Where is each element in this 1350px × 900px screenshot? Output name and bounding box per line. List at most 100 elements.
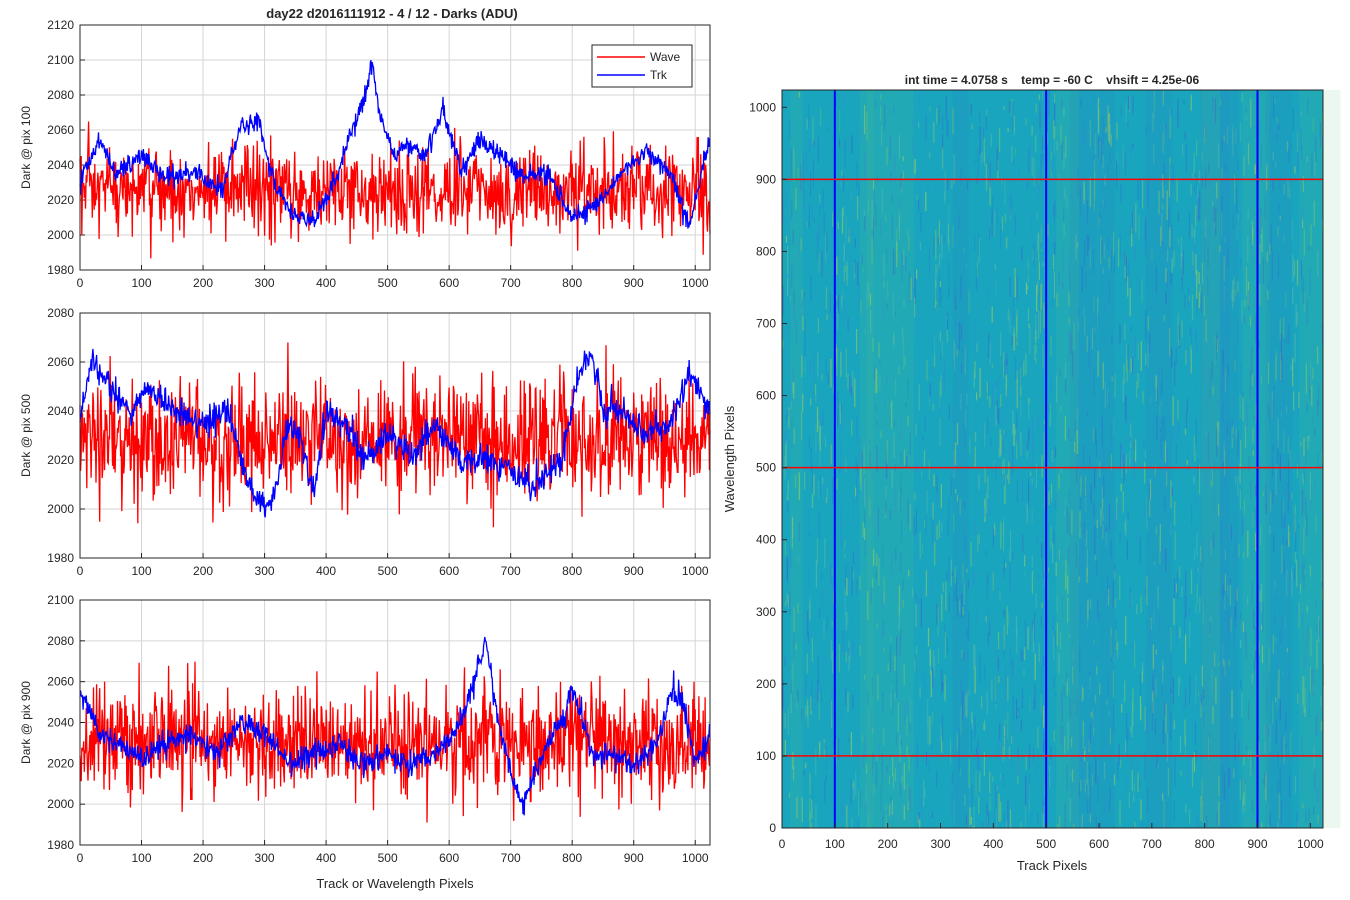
image-noise-streak xyxy=(896,677,898,699)
image-noise-streak xyxy=(1287,437,1289,454)
image-noise-streak xyxy=(790,680,793,705)
image-noise-streak xyxy=(1094,526,1096,555)
image-noise-streak xyxy=(917,598,919,604)
image-noise-streak xyxy=(859,575,861,590)
image-noise-streak xyxy=(1097,654,1099,659)
image-noise-streak xyxy=(806,151,808,176)
image-noise-streak xyxy=(931,367,934,377)
image-noise-streak xyxy=(875,206,877,227)
image-noise-streak xyxy=(1003,558,1005,572)
image-noise-streak xyxy=(1209,181,1211,187)
image-noise-streak xyxy=(898,366,900,375)
image-noise-streak xyxy=(1163,314,1165,322)
image-noise-streak xyxy=(1312,368,1314,380)
image-noise-streak xyxy=(1206,815,1208,828)
image-noise-streak xyxy=(1099,823,1101,828)
image-noise-streak xyxy=(921,543,923,555)
image-noise-streak xyxy=(801,708,803,721)
x-tick-label: 400 xyxy=(316,851,336,865)
image-noise-streak xyxy=(797,557,799,563)
image-noise-streak xyxy=(936,770,938,788)
image-noise-streak xyxy=(1208,226,1210,242)
image-noise-streak xyxy=(1066,505,1068,534)
image-noise-streak xyxy=(924,520,926,528)
image-noise-streak xyxy=(1094,326,1096,332)
image-noise-streak xyxy=(1038,643,1040,662)
image-noise-streak xyxy=(1061,141,1063,161)
image-noise-streak xyxy=(1291,492,1293,500)
image-noise-streak xyxy=(1248,702,1250,721)
image-noise-streak xyxy=(1303,437,1305,457)
image-noise-streak xyxy=(1211,668,1213,696)
image-noise-streak xyxy=(1317,346,1319,364)
image-noise-streak xyxy=(1060,466,1062,473)
image-noise-streak xyxy=(1222,763,1224,794)
image-noise-streak xyxy=(1132,143,1134,149)
image-noise-streak xyxy=(1180,236,1182,267)
image-noise-streak xyxy=(901,252,903,282)
image-noise-streak xyxy=(1114,374,1116,398)
image-noise-streak xyxy=(878,741,881,753)
image-noise-streak xyxy=(1138,779,1140,789)
y-tick-label: 200 xyxy=(756,677,776,691)
image-noise-streak xyxy=(1066,765,1068,791)
image-noise-streak xyxy=(801,797,803,823)
image-noise-streak xyxy=(1108,391,1110,407)
image-noise-streak xyxy=(1040,693,1042,714)
image-noise-streak xyxy=(883,253,885,276)
image-noise-streak xyxy=(900,473,902,493)
image-noise-streak xyxy=(1083,117,1085,144)
image-noise-streak xyxy=(1228,767,1230,788)
image-noise-streak xyxy=(1085,487,1087,513)
image-noise-streak xyxy=(971,124,973,130)
image-noise-streak xyxy=(1202,602,1204,613)
image-noise-streak xyxy=(1303,559,1305,589)
image-noise-streak xyxy=(1041,154,1043,174)
image-noise-streak xyxy=(1100,236,1102,265)
image-noise-streak xyxy=(1079,510,1081,539)
image-noise-streak xyxy=(840,404,843,434)
image-noise-streak xyxy=(936,525,938,540)
image-noise-streak xyxy=(1248,456,1250,472)
image-noise-streak xyxy=(1140,595,1142,613)
image-noise-streak xyxy=(1253,609,1255,630)
image-noise-streak xyxy=(1091,327,1094,350)
image-noise-streak xyxy=(999,722,1001,741)
image-noise-streak xyxy=(1278,125,1280,130)
image-noise-streak xyxy=(836,478,838,490)
image-noise-streak xyxy=(836,348,838,376)
image-noise-streak xyxy=(1016,698,1018,720)
image-noise-streak xyxy=(1071,191,1073,199)
image-noise-streak xyxy=(1269,112,1271,137)
image-noise-streak xyxy=(990,133,992,147)
image-noise-streak xyxy=(1117,762,1119,780)
image-noise-streak xyxy=(944,170,946,200)
image-noise-streak xyxy=(1163,164,1165,186)
image-noise-streak xyxy=(838,139,841,148)
image-noise-streak xyxy=(1271,251,1273,281)
image-noise-streak xyxy=(1109,150,1111,163)
image-noise-streak xyxy=(918,199,920,212)
image-noise-streak xyxy=(1078,558,1080,577)
image-noise-streak xyxy=(1243,156,1245,176)
image-noise-streak xyxy=(845,611,847,631)
image-noise-streak xyxy=(791,199,793,220)
image-noise-streak xyxy=(937,238,939,246)
image-noise-streak xyxy=(1063,151,1065,170)
image-noise-streak xyxy=(920,599,922,628)
image-noise-streak xyxy=(1292,287,1294,304)
image-noise-streak xyxy=(966,629,968,639)
image-noise-streak xyxy=(1174,361,1176,387)
image-noise-streak xyxy=(811,786,814,807)
image-noise-streak xyxy=(1218,503,1220,516)
image-noise-streak xyxy=(1088,235,1090,251)
image-noise-streak xyxy=(1283,429,1285,453)
image-noise-streak xyxy=(831,700,833,729)
image-noise-streak xyxy=(1239,394,1241,420)
image-noise-streak xyxy=(843,175,845,193)
image-noise-streak xyxy=(1076,407,1078,433)
x-tick-label: 800 xyxy=(562,276,582,290)
image-noise-streak xyxy=(1264,195,1266,220)
image-noise-streak xyxy=(960,324,963,340)
image-noise-streak xyxy=(1305,806,1307,823)
